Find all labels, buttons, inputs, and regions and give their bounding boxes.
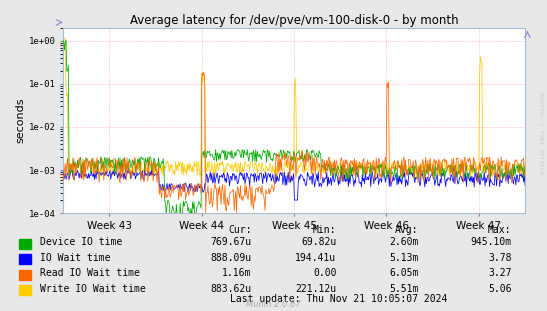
Text: Avg:: Avg:: [395, 225, 418, 235]
Text: 945.10m: 945.10m: [470, 237, 511, 247]
Text: 221.12u: 221.12u: [295, 284, 336, 294]
Text: 888.09u: 888.09u: [211, 253, 252, 263]
Text: 5.06: 5.06: [488, 284, 511, 294]
Text: Read IO Wait time: Read IO Wait time: [40, 268, 140, 278]
Text: Write IO Wait time: Write IO Wait time: [40, 284, 146, 294]
Text: 3.78: 3.78: [488, 253, 511, 263]
Text: 6.05m: 6.05m: [389, 268, 418, 278]
Text: 5.13m: 5.13m: [389, 253, 418, 263]
Text: 1.16m: 1.16m: [222, 268, 252, 278]
Text: Max:: Max:: [488, 225, 511, 235]
Title: Average latency for /dev/pve/vm-100-disk-0 - by month: Average latency for /dev/pve/vm-100-disk…: [130, 14, 458, 27]
Text: IO Wait time: IO Wait time: [40, 253, 110, 263]
Text: 3.27: 3.27: [488, 268, 511, 278]
Text: Cur:: Cur:: [228, 225, 252, 235]
Text: Last update: Thu Nov 21 10:05:07 2024: Last update: Thu Nov 21 10:05:07 2024: [230, 294, 448, 304]
Text: 5.51m: 5.51m: [389, 284, 418, 294]
Text: 769.67u: 769.67u: [211, 237, 252, 247]
Text: RRDTOOL / TOBI OETIKER: RRDTOOL / TOBI OETIKER: [538, 92, 543, 175]
Text: Min:: Min:: [313, 225, 336, 235]
Text: 0.00: 0.00: [313, 268, 336, 278]
Text: 883.62u: 883.62u: [211, 284, 252, 294]
Text: 2.60m: 2.60m: [389, 237, 418, 247]
Text: Munin 2.0.67: Munin 2.0.67: [246, 300, 301, 309]
Text: Device IO time: Device IO time: [40, 237, 122, 247]
Y-axis label: seconds: seconds: [16, 98, 26, 143]
Text: 69.82u: 69.82u: [301, 237, 336, 247]
Text: 194.41u: 194.41u: [295, 253, 336, 263]
